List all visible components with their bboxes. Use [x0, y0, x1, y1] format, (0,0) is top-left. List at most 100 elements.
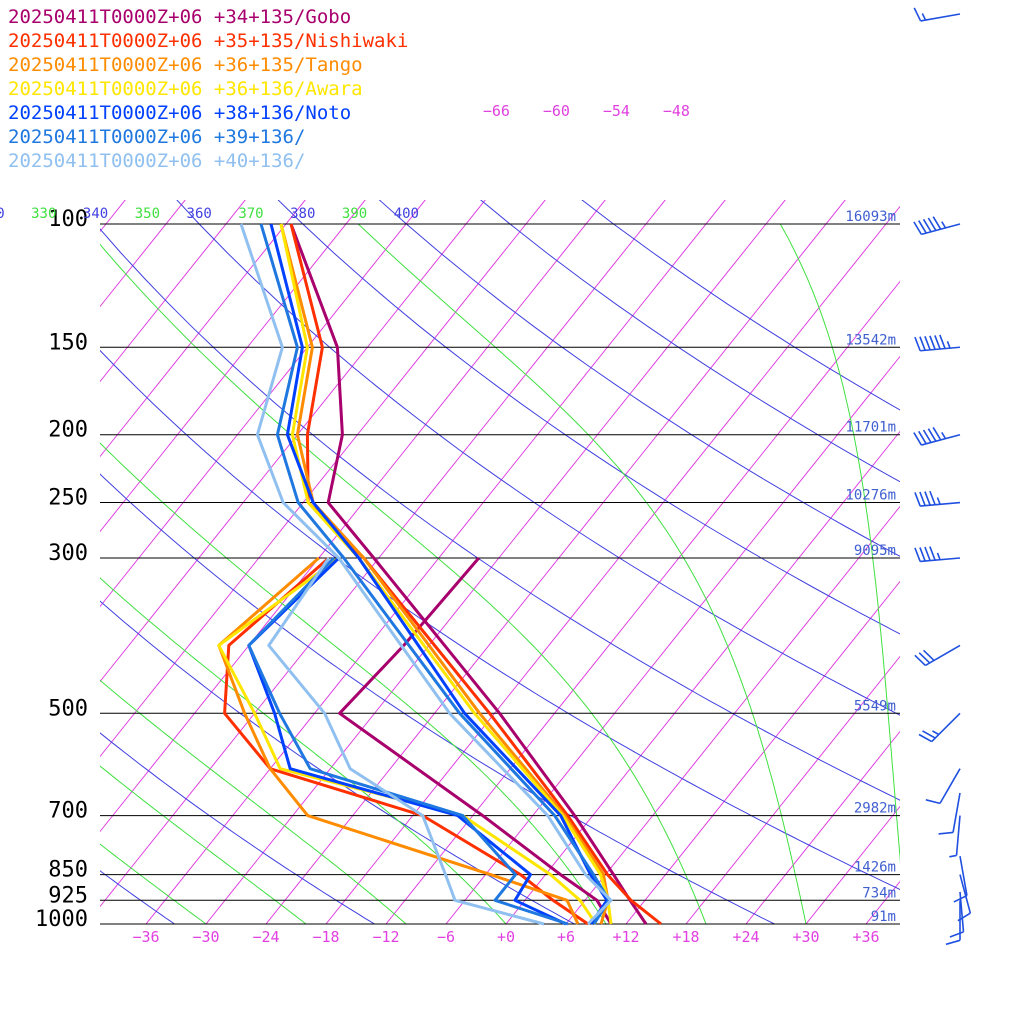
- legend-entry: 20250411T0000Z+06 +38+136/Noto: [8, 102, 352, 124]
- legend-entry: 20250411T0000Z+06 +36+136/Awara: [8, 78, 363, 100]
- moist-adiabat-line: [779, 223, 900, 863]
- isotherm-line: [205, 200, 786, 924]
- dry-adiabat-line: [100, 473, 775, 924]
- wind-barb: [914, 546, 961, 563]
- pressure-tick-label: 300: [48, 541, 88, 566]
- dewpoint-profile-line: [267, 557, 545, 926]
- wind-barb: [949, 891, 965, 938]
- legend-entry: 20250411T0000Z+06 +39+136/: [8, 126, 306, 148]
- temperature-tick-label: −24: [252, 928, 279, 946]
- legend-entry: 20250411T0000Z+06 +36+135/Tango: [8, 54, 363, 76]
- theta-label: 350: [135, 206, 160, 222]
- temperature-tick-label: +6: [557, 928, 575, 946]
- pressure-tick-label: 500: [48, 696, 88, 721]
- wind-barb: [945, 900, 961, 946]
- temperature-tick-label: −12: [372, 928, 399, 946]
- temperature-profile-line: [289, 223, 648, 925]
- temperature-profile-line: [259, 223, 611, 925]
- temperature-tick-label: +18: [672, 928, 699, 946]
- temperature-tick-label: +24: [732, 928, 759, 946]
- wind-barb: [938, 792, 961, 835]
- moist-adiabat-line: [100, 843, 207, 924]
- theta-label: 400: [394, 206, 419, 222]
- dry-adiabat-line: [176, 200, 900, 716]
- legend-entry: 20250411T0000Z+06 +35+135/Nishiwaki: [8, 30, 409, 52]
- isotherm-line: [100, 200, 186, 308]
- temperature-tick-label: +0: [497, 928, 515, 946]
- pressure-tick-label: 200: [48, 418, 88, 443]
- moist-adiabat-line: [100, 765, 307, 924]
- upper-temperature-label: −66: [483, 102, 510, 120]
- temperature-tick-label: +30: [792, 928, 819, 946]
- wind-barb: [918, 712, 961, 743]
- isotherm-line: [505, 430, 900, 924]
- dry-adiabat-line: [100, 870, 175, 924]
- pressure-tick-label: 250: [48, 486, 88, 511]
- wind-barb: [914, 490, 961, 507]
- isotherm-line: [325, 205, 900, 924]
- wind-barb: [914, 334, 961, 352]
- upper-temperature-label: −54: [603, 102, 630, 120]
- pressure-tick-label: 925: [48, 883, 88, 908]
- theta-label: 380: [290, 206, 315, 222]
- isotherm-line: [100, 200, 306, 458]
- pressure-tick-label: 700: [48, 799, 88, 824]
- isotherm-line: [100, 200, 426, 608]
- dewpoint-profile-line: [223, 556, 589, 926]
- theta-label: 390: [342, 206, 367, 222]
- wind-barb: [913, 426, 961, 446]
- isotherm-line: [145, 200, 726, 924]
- legend: 20250411T0000Z+06 +34+135/Gobo 20250411T0…: [8, 5, 408, 173]
- dry-adiabat-grid: [100, 200, 900, 924]
- legend-entry: 20250411T0000Z+06 +34+135/Gobo: [8, 6, 352, 28]
- isotherm-line: [100, 200, 666, 908]
- wind-barbs: [913, 7, 972, 946]
- height-label: 9095m: [854, 543, 896, 559]
- temperature-profile-line: [289, 223, 662, 926]
- height-label: 1426m: [854, 860, 896, 876]
- height-label: 13542m: [845, 332, 896, 348]
- height-label: 16093m: [845, 209, 896, 225]
- temperature-tick-label: +36: [852, 928, 879, 946]
- isotherm-line: [625, 580, 900, 924]
- height-label: 11701m: [845, 420, 896, 436]
- isotherm-line: [100, 200, 486, 683]
- theta-label: 370: [238, 206, 263, 222]
- isotherm-line: [926, 156, 1024, 924]
- dry-adiabat-line: [277, 200, 900, 635]
- height-label: 5549m: [854, 698, 896, 714]
- dewpoint-profile-line: [338, 557, 613, 925]
- dry-adiabat-line: [378, 200, 900, 557]
- dry-adiabat-line: [100, 228, 900, 801]
- upper-temperature-label: −60: [543, 102, 570, 120]
- temperature-tick-label: −30: [192, 928, 219, 946]
- wind-barb: [925, 768, 961, 805]
- dry-adiabat-line: [100, 732, 375, 924]
- isobar-grid: [100, 223, 900, 925]
- isotherm-line: [685, 655, 900, 924]
- isotherm-line: [445, 355, 900, 924]
- isotherm-line: [986, 156, 1024, 924]
- temperature-tick-label: −36: [132, 928, 159, 946]
- isotherm-line: [385, 280, 900, 924]
- isotherm-line: [100, 200, 546, 758]
- wind-barb: [949, 815, 961, 858]
- theta-label: 320: [0, 206, 5, 222]
- isotherm-line: [100, 200, 606, 833]
- isotherm-line: [100, 200, 246, 383]
- pressure-tick-label: 1000: [35, 907, 88, 932]
- theta-label: 340: [83, 206, 108, 222]
- dry-adiabat-line: [100, 349, 900, 891]
- theta-label: 330: [31, 206, 56, 222]
- wind-barb: [913, 216, 961, 236]
- height-label: 734m: [862, 885, 896, 901]
- sounding-series: [217, 223, 662, 926]
- isotherm-line: [745, 730, 900, 924]
- isotherm-line: [100, 200, 366, 533]
- temperature-tick-label: −18: [312, 928, 339, 946]
- temperature-profile-line: [239, 223, 613, 926]
- pressure-tick-label: 150: [48, 330, 88, 355]
- isotherm-line: [0, 156, 40, 924]
- pressure-tick-label: 100: [48, 207, 88, 232]
